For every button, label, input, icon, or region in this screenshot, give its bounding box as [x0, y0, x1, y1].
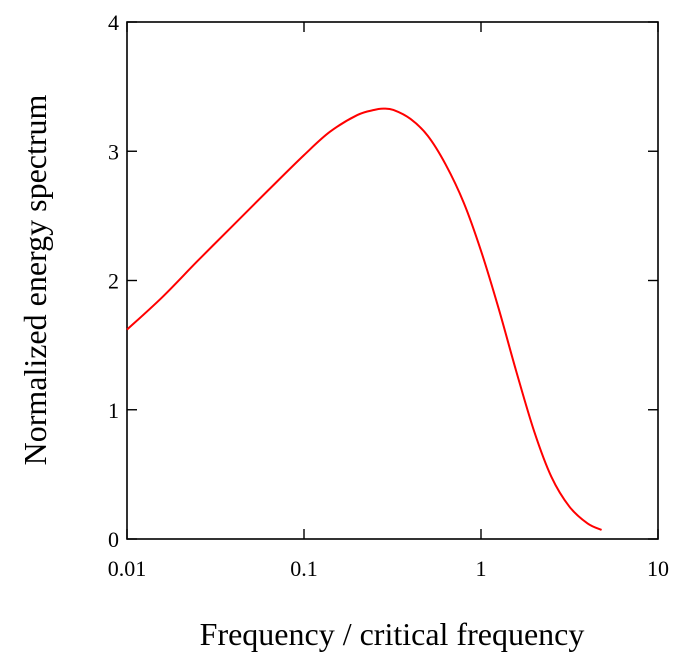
- x-axis-title: Frequency / critical frequency: [200, 616, 585, 652]
- y-tick-label: 0: [108, 527, 119, 552]
- x-axis-ticks: 0.01 0.1 1 10: [108, 22, 669, 581]
- y-tick-label: 4: [108, 10, 119, 35]
- y-axis-ticks: 0 1 2 3 4: [108, 10, 658, 552]
- plot-frame: [126, 21, 659, 540]
- x-tick-label: 0.1: [290, 556, 318, 581]
- series-line: [126, 107, 602, 531]
- x-tick-label: 0.01: [108, 556, 147, 581]
- y-tick-label: 1: [108, 398, 119, 423]
- y-tick-label: 2: [108, 269, 119, 294]
- y-axis-title: Normalized energy spectrum: [17, 94, 53, 465]
- x-tick-label: 1: [476, 556, 487, 581]
- y-tick-label: 3: [108, 139, 119, 164]
- x-tick-label: 10: [647, 556, 669, 581]
